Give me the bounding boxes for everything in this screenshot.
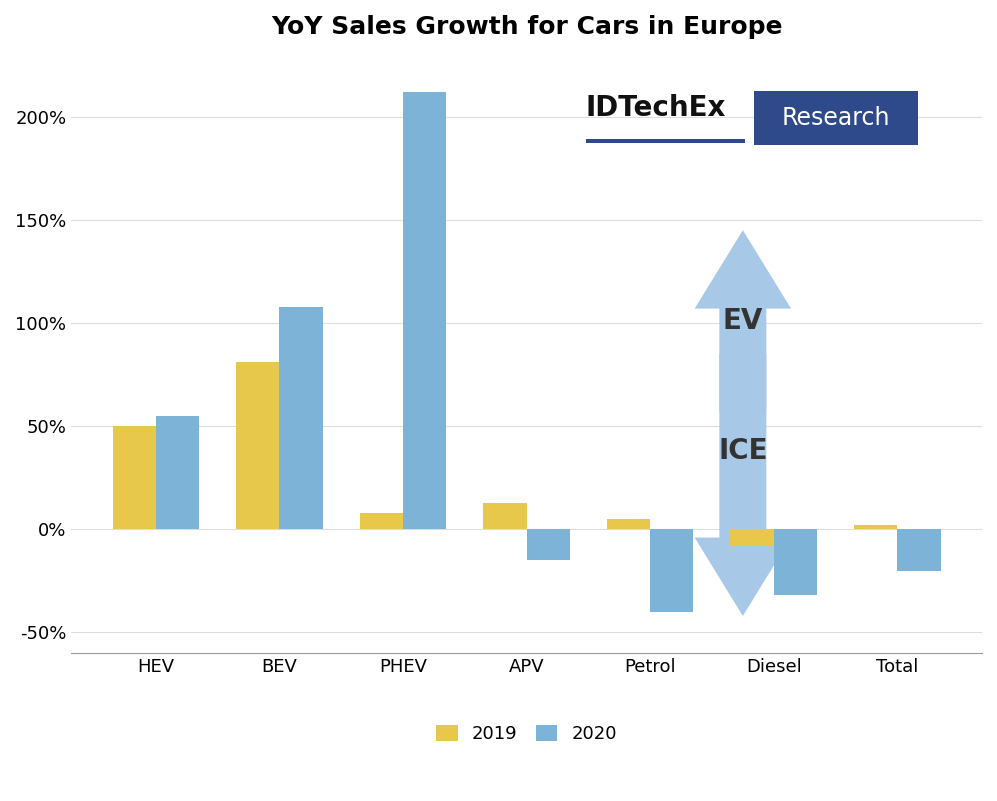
Text: IDTechEx: IDTechEx <box>586 94 726 122</box>
Text: Research: Research <box>782 106 890 130</box>
Bar <box>854 525 897 529</box>
Bar <box>526 529 570 560</box>
Text: EV: EV <box>723 307 763 335</box>
Bar <box>360 513 403 529</box>
Bar <box>279 307 323 529</box>
Bar <box>113 426 156 529</box>
Bar <box>731 529 774 545</box>
Bar <box>607 519 650 529</box>
Bar <box>484 502 526 529</box>
Bar <box>650 529 693 612</box>
Polygon shape <box>695 354 791 616</box>
Title: YoY Sales Growth for Cars in Europe: YoY Sales Growth for Cars in Europe <box>271 15 783 39</box>
Bar <box>156 416 199 529</box>
Legend: 2019, 2020: 2019, 2020 <box>427 716 626 752</box>
Polygon shape <box>695 230 791 412</box>
FancyBboxPatch shape <box>755 91 918 144</box>
FancyBboxPatch shape <box>586 139 745 143</box>
Bar <box>236 362 279 529</box>
Bar <box>897 529 940 570</box>
Text: ICE: ICE <box>718 437 768 465</box>
Bar <box>774 529 817 595</box>
Bar <box>403 92 447 529</box>
